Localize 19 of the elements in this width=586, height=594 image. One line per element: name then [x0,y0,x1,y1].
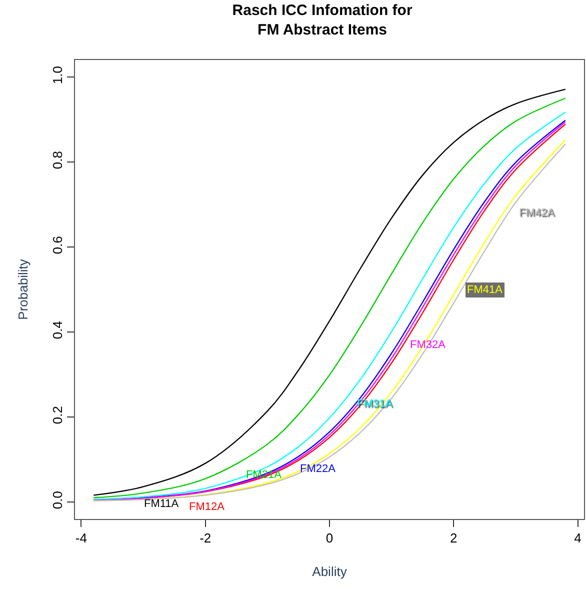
annotation: FM42A [519,207,556,219]
x-tick-label: -4 [75,530,87,546]
x-tick-label: 2 [450,530,458,546]
x-tick-label: -2 [200,530,212,546]
y-tick-label: 0.8 [50,151,65,170]
x-tick-label: 4 [574,530,582,546]
y-tick-label: 1.0 [50,66,65,84]
y-tick-label: 0.4 [50,321,65,340]
x-tick-label: 0 [326,530,334,546]
annotation: FM11A [144,498,180,510]
annotation: FM22A [300,463,336,475]
y-tick-label: 0.0 [50,491,65,510]
y-tick-label: 0.2 [50,406,65,424]
annotation: FM41A [467,284,504,296]
x-axis-title: Ability [312,564,348,580]
y-axis-title: Probability [16,258,31,320]
chart-title: Rasch ICC Infomation for FM Abstract Items [232,2,412,38]
y-tick-label: 0.6 [50,236,65,254]
annotation: FM12A [189,501,226,513]
